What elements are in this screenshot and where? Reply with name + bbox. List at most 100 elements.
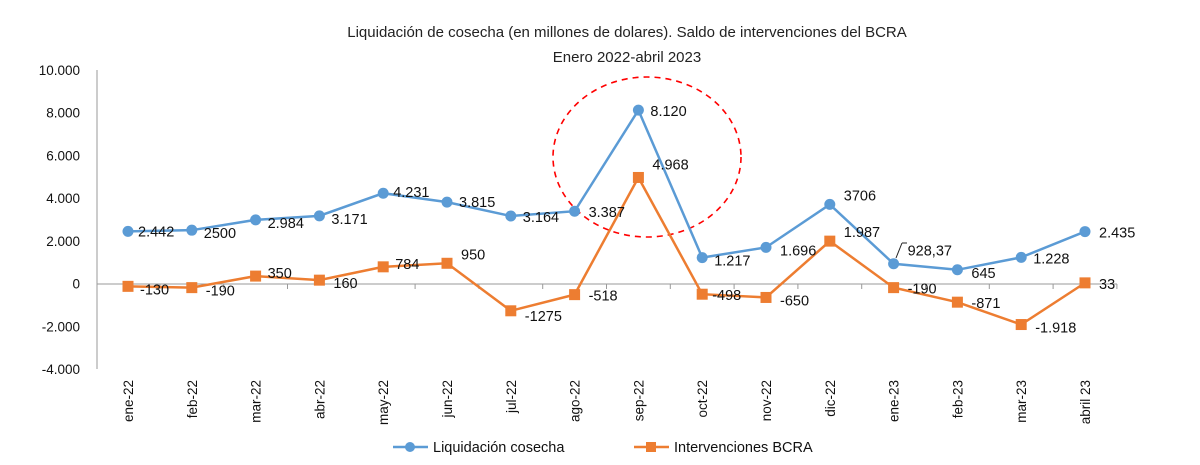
data-label: 645 xyxy=(971,266,995,282)
data-label: -871 xyxy=(971,296,1000,312)
data-point xyxy=(696,252,708,264)
y-tick-label: 2.000 xyxy=(46,234,80,249)
data-point xyxy=(122,280,134,292)
y-tick-label: 10.000 xyxy=(39,63,80,78)
x-tick-label: sep-22 xyxy=(631,380,646,421)
data-label: -650 xyxy=(780,293,809,309)
x-tick-label: jul-22 xyxy=(504,380,519,414)
data-label: 928,37 xyxy=(908,244,952,260)
data-point xyxy=(951,296,963,308)
legend-marker-intervenciones xyxy=(646,442,656,452)
data-label: 2500 xyxy=(204,226,236,242)
data-label: 160 xyxy=(333,276,357,292)
data-point xyxy=(250,214,262,226)
legend-label-liquidacion: Liquidación cosecha xyxy=(433,440,565,456)
x-tick-label: ago-22 xyxy=(568,380,583,422)
data-point xyxy=(505,210,517,222)
data-label: 2.435 xyxy=(1099,226,1135,242)
data-label: 33 xyxy=(1099,277,1115,293)
data-point xyxy=(569,289,581,301)
y-tick-label: 0 xyxy=(72,277,80,292)
data-point xyxy=(441,196,453,208)
data-point xyxy=(824,235,836,247)
data-point xyxy=(377,187,389,199)
y-tick-label: -4.000 xyxy=(42,362,80,377)
x-tick-label: mar-22 xyxy=(249,380,264,423)
leader-line xyxy=(895,242,903,259)
data-point xyxy=(1015,251,1027,263)
data-point xyxy=(696,288,708,300)
x-tick-label: dic-22 xyxy=(823,380,838,417)
data-point xyxy=(313,274,325,286)
data-point xyxy=(1079,226,1091,238)
data-point xyxy=(186,282,198,294)
x-tick-label: abr-22 xyxy=(312,380,327,419)
data-point xyxy=(377,261,389,273)
x-tick-label: ene-22 xyxy=(121,380,136,422)
y-tick-label: 6.000 xyxy=(46,148,80,163)
data-point xyxy=(951,264,963,276)
data-label: 8.120 xyxy=(650,104,686,120)
x-tick-label: nov-22 xyxy=(759,380,774,421)
x-tick-label: may-22 xyxy=(376,380,391,425)
data-label: -518 xyxy=(589,289,618,305)
data-label: 1.987 xyxy=(844,225,880,241)
x-tick-label: oct-22 xyxy=(695,380,710,418)
x-tick-label: feb-23 xyxy=(950,380,965,418)
y-tick-label: -2.000 xyxy=(42,319,80,334)
data-point xyxy=(824,198,836,210)
series-line-0 xyxy=(127,107,1086,272)
data-point xyxy=(888,258,900,270)
data-label: 1.217 xyxy=(714,254,750,270)
data-point xyxy=(760,291,772,303)
chart-title: Liquidación de cosecha (en millones de d… xyxy=(347,24,907,41)
data-point xyxy=(632,104,644,116)
data-point xyxy=(250,270,262,282)
y-tick-label: 8.000 xyxy=(46,106,80,121)
data-point xyxy=(1079,277,1091,289)
legend-label-intervenciones: Intervenciones BCRA xyxy=(674,440,813,456)
data-label: 350 xyxy=(268,266,292,282)
data-label: -1275 xyxy=(525,309,562,325)
data-label: 4.231 xyxy=(393,185,429,201)
data-label: 3.164 xyxy=(523,210,559,226)
data-label: -190 xyxy=(206,284,235,300)
data-point xyxy=(441,257,453,269)
data-point xyxy=(186,224,198,236)
data-point xyxy=(313,210,325,222)
data-point xyxy=(569,205,581,217)
data-label: 3.171 xyxy=(331,212,367,228)
data-label: 784 xyxy=(395,257,419,273)
data-label: 1.228 xyxy=(1033,251,1069,267)
x-tick-label: mar-23 xyxy=(1014,380,1029,423)
x-tick-label: jun-22 xyxy=(440,380,455,419)
data-label: 4.968 xyxy=(652,157,688,173)
data-label: 2.442 xyxy=(138,224,174,240)
data-point xyxy=(632,171,644,183)
data-label: 3.815 xyxy=(459,195,495,211)
data-label: 2.984 xyxy=(268,216,304,232)
x-tick-label: abril 23 xyxy=(1078,380,1093,424)
data-point xyxy=(505,305,517,317)
series-line-1 xyxy=(127,174,1086,326)
data-point xyxy=(1015,319,1027,331)
highlight-ellipse xyxy=(552,76,742,238)
data-label: 1.696 xyxy=(780,243,816,259)
x-tick-label: ene-23 xyxy=(887,380,902,422)
data-label: -498 xyxy=(712,288,741,304)
data-point xyxy=(122,225,134,237)
x-tick-label: feb-22 xyxy=(185,380,200,418)
chart-subtitle: Enero 2022-abril 2023 xyxy=(553,49,701,66)
data-label: 3706 xyxy=(844,188,876,204)
data-point xyxy=(760,241,772,253)
legend: Liquidación cosecha Intervenciones BCRA xyxy=(393,440,813,456)
data-label: 3.387 xyxy=(589,205,625,221)
y-tick-label: 4.000 xyxy=(46,191,80,206)
data-label: -1.918 xyxy=(1035,321,1076,337)
data-label: -190 xyxy=(908,282,937,298)
legend-marker-liquidacion xyxy=(405,442,415,452)
data-label: 950 xyxy=(461,247,485,263)
data-label: -130 xyxy=(140,282,169,298)
data-point xyxy=(888,282,900,294)
